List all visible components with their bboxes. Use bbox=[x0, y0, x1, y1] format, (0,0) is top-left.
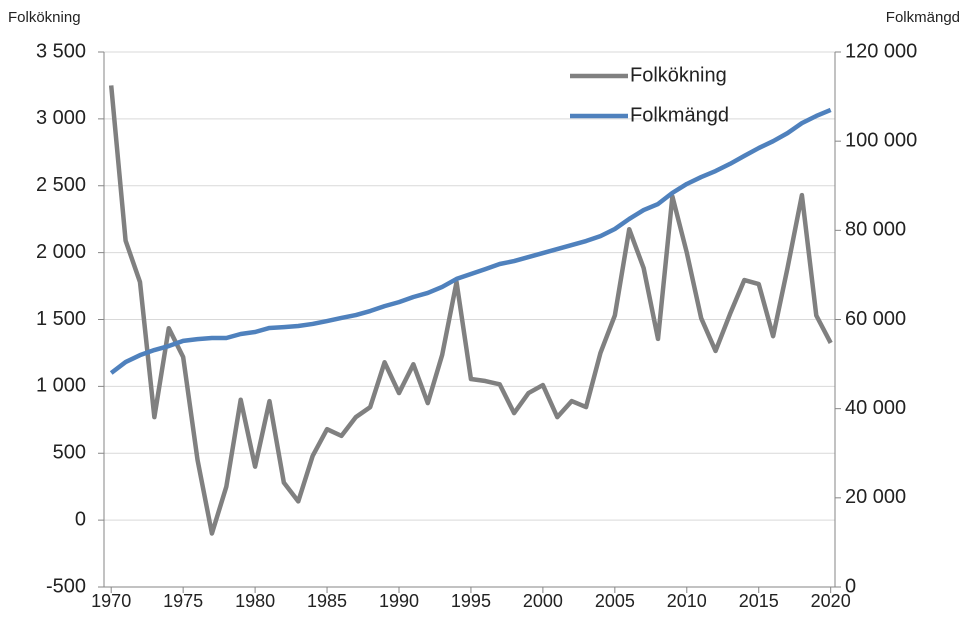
y2-axis-title: Folkmängd bbox=[886, 9, 960, 26]
y-tick-label: 3 500 bbox=[36, 40, 86, 62]
data-line bbox=[108, 85, 833, 536]
x-tick-label: 1990 bbox=[379, 591, 419, 611]
y-tick-label: 1 000 bbox=[36, 375, 86, 397]
y-axis-title: Folkökning bbox=[8, 9, 81, 26]
x-tick-label: 2020 bbox=[811, 591, 851, 611]
y-tick-label: 3 000 bbox=[36, 107, 86, 129]
x-tick-label: 2005 bbox=[595, 591, 635, 611]
x-tick-label: 2010 bbox=[667, 591, 707, 611]
y2-tick-label: 0 bbox=[845, 575, 856, 597]
y-tick-label: 1 500 bbox=[36, 308, 86, 330]
y2-tick-label: 40 000 bbox=[845, 397, 906, 419]
y-tick-label: 2 000 bbox=[36, 241, 86, 263]
y2-tick-label: 20 000 bbox=[845, 486, 906, 508]
x-tick-label: 1970 bbox=[91, 591, 131, 611]
y-tick-label: 0 bbox=[75, 508, 86, 530]
y2-tick-label: 60 000 bbox=[845, 308, 906, 330]
y-tick-label: -500 bbox=[46, 575, 86, 597]
y-tick-label: 500 bbox=[53, 442, 86, 464]
legend-label: Folkmängd bbox=[630, 104, 729, 126]
data-line bbox=[109, 107, 832, 375]
x-tick-label: 1980 bbox=[235, 591, 275, 611]
x-tick-label: 2015 bbox=[739, 591, 779, 611]
y2-tick-label: 80 000 bbox=[845, 219, 906, 241]
y2-tick-label: 120 000 bbox=[845, 40, 917, 62]
x-tick-label: 1985 bbox=[307, 591, 347, 611]
x-tick-label: 1975 bbox=[163, 591, 203, 611]
legend-label: Folkökning bbox=[630, 64, 727, 86]
y2-tick-label: 100 000 bbox=[845, 129, 917, 151]
x-tick-label: 2000 bbox=[523, 591, 563, 611]
x-tick-label: 1995 bbox=[451, 591, 491, 611]
y-tick-label: 2 500 bbox=[36, 174, 86, 196]
